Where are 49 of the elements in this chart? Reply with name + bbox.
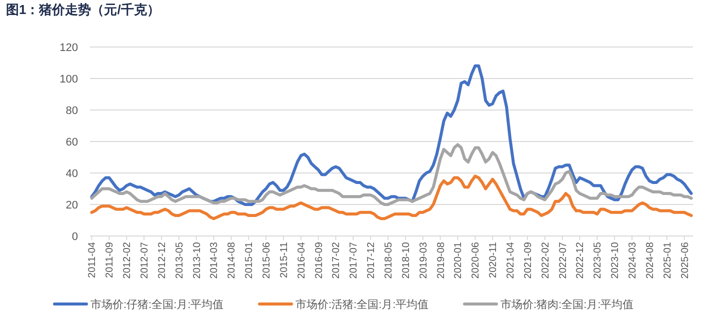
- x-tick-label: 2015-11: [278, 242, 290, 278]
- x-tick-label: 2022-12: [575, 242, 586, 279]
- x-tick-label: 2021-09: [522, 242, 534, 279]
- y-tick-label: 60: [66, 136, 78, 148]
- line-series: [90, 64, 693, 206]
- x-tick-label: 2011-09: [104, 242, 116, 278]
- y-tick-label: 100: [60, 73, 78, 86]
- x-tick-label: 2012-02: [122, 242, 134, 279]
- x-tick-label: 2014-08: [226, 242, 238, 279]
- x-tick-label: 2013-10: [192, 242, 203, 279]
- x-tick-label: 2023-05: [592, 242, 604, 279]
- x-tick-label: 2015-06: [262, 242, 273, 279]
- legend-label: 市场价:猪肉:全国:月:平均值: [500, 298, 634, 311]
- y-tick-label: 20: [66, 199, 78, 212]
- y-tick-label: 120: [60, 42, 78, 54]
- x-tick-label: 2020-11: [488, 242, 500, 278]
- x-tick-label: 2016-04: [296, 242, 308, 279]
- x-tick-label: 2019-08: [436, 242, 447, 279]
- x-tick-label: 2015-01: [244, 242, 256, 279]
- x-tick-label: 2018-10: [400, 242, 412, 279]
- x-tick-label: 2021-04: [506, 242, 517, 279]
- x-tick-label: 2025-01: [662, 242, 674, 279]
- x-tick-label: 2023-10: [610, 242, 622, 279]
- x-tick-label: 2017-07: [348, 242, 360, 279]
- legend-label: 市场价:仔猪:全国:月:平均值: [90, 298, 224, 311]
- x-tick-label: 2025-06: [680, 242, 691, 279]
- x-tick-label: 2017-02: [331, 242, 342, 279]
- y-tick-label: 80: [66, 104, 78, 117]
- chart-title: 图1：猪价走势（元/千克）: [6, 2, 160, 17]
- x-tick-label: 2018-05: [384, 242, 395, 279]
- x-tick-label: 2014-03: [209, 242, 220, 279]
- x-tick-label: 2012-12: [156, 242, 168, 279]
- x-tick-label: 2024-08: [644, 242, 656, 279]
- x-tick-label: 2017-12: [366, 242, 378, 279]
- line-series: [90, 174, 693, 220]
- x-tick-label: 2022-02: [540, 242, 552, 279]
- y-tick-label: 0: [72, 230, 78, 243]
- x-tick-label: 2011-04: [87, 242, 98, 278]
- x-tick-label: 2019-03: [418, 242, 430, 279]
- x-tick-label: 2013-05: [174, 242, 186, 279]
- x-tick-label: 2024-03: [628, 242, 639, 279]
- legend-label: 市场价:活猪:全国:月:平均值: [296, 298, 429, 311]
- x-tick-label: 2022-07: [558, 242, 569, 279]
- x-tick-label: 2012-07: [140, 242, 151, 279]
- line-series: [90, 143, 693, 206]
- x-tick-label: 2020-01: [453, 242, 464, 279]
- x-tick-label: 2020-06: [470, 242, 482, 279]
- x-tick-label: 2016-09: [314, 242, 325, 279]
- y-tick-label: 40: [66, 168, 78, 180]
